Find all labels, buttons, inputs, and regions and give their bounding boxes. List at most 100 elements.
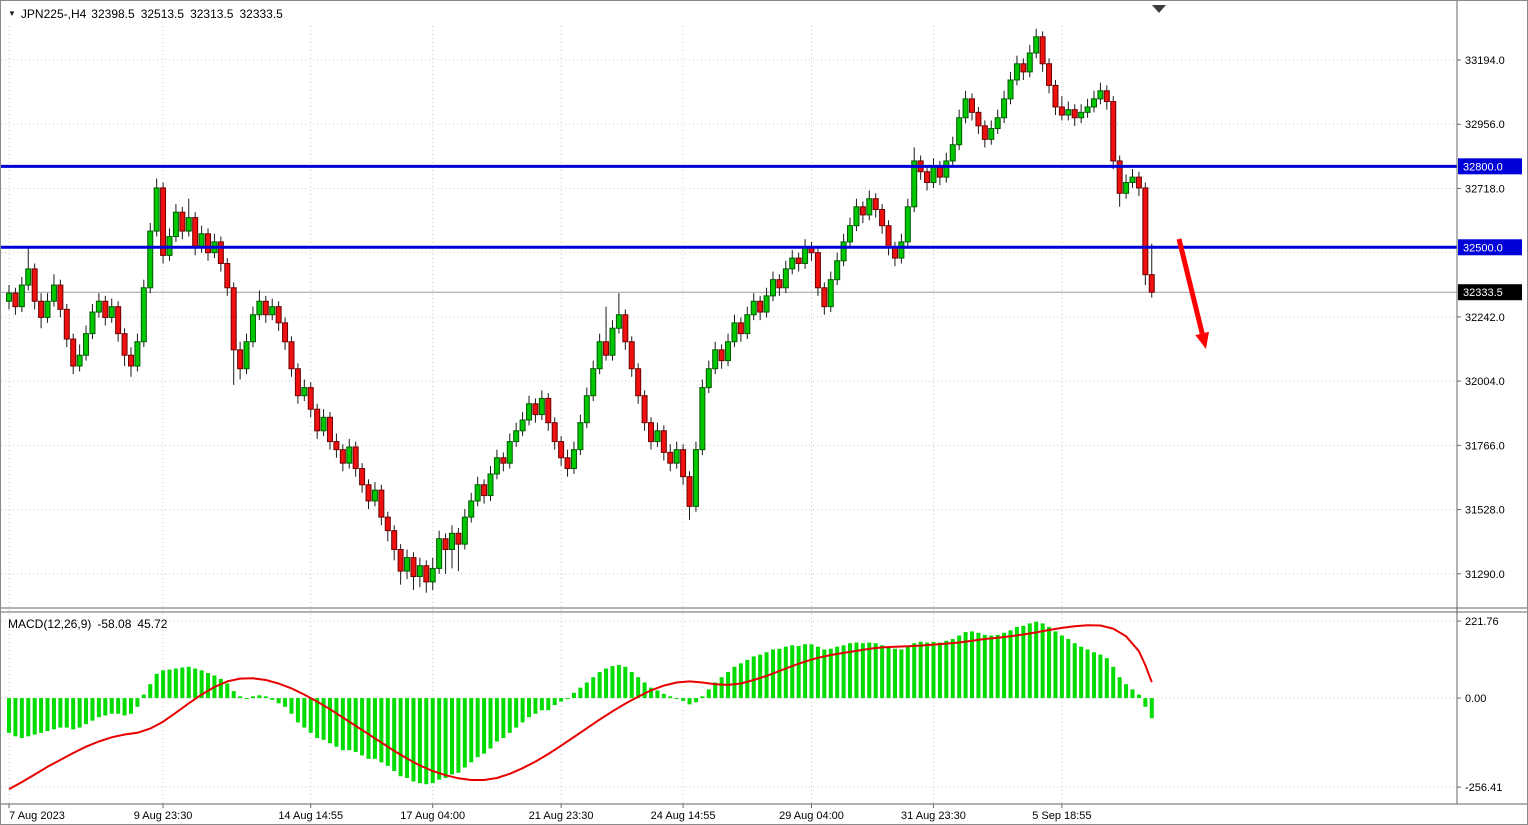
macd-histogram-bar	[494, 698, 499, 742]
macd-histogram-bar	[366, 698, 371, 759]
macd-histogram-bar	[931, 641, 936, 699]
macd-histogram-bar	[777, 648, 782, 699]
candle	[217, 241, 224, 264]
candle	[346, 446, 353, 464]
candle	[615, 314, 622, 329]
macd-histogram-bar	[186, 666, 191, 699]
candle	[44, 300, 51, 318]
candle	[359, 468, 366, 486]
candle	[879, 209, 886, 227]
macd-histogram-bar	[1111, 666, 1116, 699]
candle	[6, 292, 12, 302]
candle	[538, 397, 545, 416]
candle	[827, 279, 834, 308]
macd-histogram-bar	[283, 698, 288, 707]
candle	[577, 422, 584, 451]
hline-price-tag	[1458, 239, 1522, 256]
macd-histogram-bar	[982, 634, 987, 699]
candle	[448, 532, 455, 551]
macd-histogram-bar	[925, 642, 930, 699]
candle	[699, 387, 706, 451]
trend-arrow-head[interactable]	[1195, 331, 1209, 349]
open-value: 32398.5	[91, 7, 135, 21]
candle	[718, 349, 725, 362]
price-axis-label: 32004.0	[1465, 376, 1505, 388]
candle	[134, 341, 141, 367]
candle	[731, 322, 738, 343]
macd-signal-line	[8, 624, 1153, 790]
candle	[551, 422, 558, 443]
macd-histogram-bar	[1124, 684, 1129, 699]
candle	[410, 557, 417, 578]
candle	[1116, 160, 1123, 194]
candle	[686, 476, 693, 507]
macd-histogram-bar	[64, 698, 69, 728]
candle	[327, 416, 333, 443]
chart-shift-icon[interactable]	[1152, 5, 1166, 13]
macd-histogram-bar	[385, 698, 390, 766]
candle	[76, 354, 83, 367]
macd-histogram-bar	[244, 698, 249, 700]
candle	[1026, 52, 1033, 73]
candle	[288, 341, 295, 370]
close-value: 32333.5	[239, 7, 283, 21]
candle	[660, 430, 667, 453]
macd-histogram-bar	[1104, 658, 1109, 699]
candle	[603, 341, 610, 356]
candle	[821, 287, 828, 308]
macd-histogram-bar	[552, 698, 557, 706]
dropdown-arrow-icon[interactable]: ▼	[8, 9, 16, 18]
candle	[275, 306, 282, 324]
macd-histogram-bar	[443, 698, 448, 778]
candle	[1103, 90, 1110, 103]
macd-histogram-bar	[629, 672, 634, 699]
candle	[866, 198, 873, 216]
candle	[397, 549, 404, 572]
macd-histogram-bar	[719, 677, 724, 699]
macd-histogram-bar	[199, 670, 204, 699]
price-axis-label: 33194.0	[1465, 55, 1505, 67]
candle	[1084, 106, 1091, 113]
macd-histogram-bar	[360, 698, 365, 756]
candle	[1142, 187, 1149, 276]
macd-histogram	[7, 621, 1154, 785]
macd-axis-label: 221.76	[1465, 616, 1499, 628]
macd-histogram-bar	[1130, 689, 1135, 699]
macd-histogram-bar	[867, 642, 872, 699]
macd-histogram-bar	[96, 698, 101, 718]
candle	[1013, 63, 1020, 81]
macd-histogram-bar	[565, 698, 570, 700]
macd-histogram-bar	[880, 645, 885, 699]
candle	[50, 284, 57, 302]
candle	[371, 489, 378, 502]
candle	[384, 516, 391, 532]
candle	[500, 457, 507, 464]
candle	[648, 422, 654, 443]
macd-histogram-bar	[321, 698, 326, 740]
macd-histogram-bar	[19, 698, 24, 739]
candle	[487, 473, 494, 497]
candle	[757, 300, 764, 313]
low-value: 32313.5	[190, 7, 234, 21]
candle	[994, 117, 1001, 130]
candle	[198, 233, 205, 248]
candle	[885, 225, 892, 248]
candle	[949, 144, 956, 162]
macd-histogram-bar	[661, 693, 666, 699]
trend-arrow-shaft[interactable]	[1176, 238, 1205, 335]
candle	[1052, 84, 1059, 108]
candle	[294, 368, 301, 397]
candle	[956, 117, 963, 146]
candle	[108, 306, 115, 318]
macd-histogram-bar	[109, 698, 114, 714]
macd-histogram-bar	[263, 696, 268, 699]
candle	[12, 292, 19, 308]
candle	[654, 430, 661, 443]
macd-histogram-bar	[584, 682, 589, 699]
candle	[904, 206, 911, 243]
macd-histogram-bar	[475, 698, 480, 758]
candle	[339, 449, 346, 464]
macd-histogram-bar	[803, 644, 808, 699]
candle	[1058, 106, 1065, 116]
